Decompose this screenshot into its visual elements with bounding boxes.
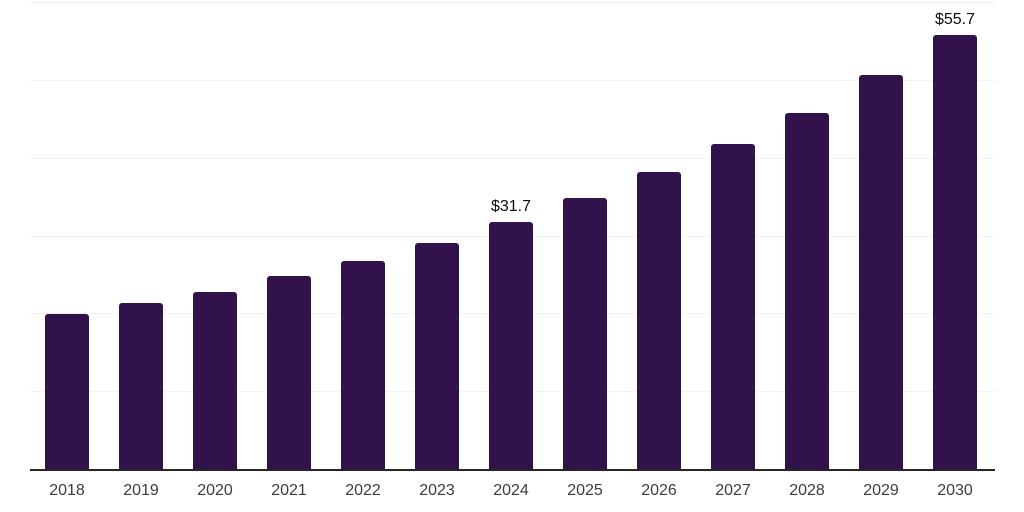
bar-2029[interactable] [859,75,903,469]
bar-2027[interactable] [711,144,755,469]
x-tick-2020: 2020 [197,482,233,499]
x-tick-2024: 2024 [493,482,529,499]
x-tick-2022: 2022 [345,482,381,499]
x-tick-2030: 2030 [937,482,973,499]
x-tick-2026: 2026 [641,482,677,499]
bar-2025[interactable] [563,198,607,469]
gridline-40 [30,157,995,159]
data-label-2024: $31.7 [490,198,532,216]
bar-2019[interactable] [119,303,163,469]
bar-2030[interactable] [933,35,977,469]
bar-2021[interactable] [267,275,311,469]
x-tick-2028: 2028 [789,482,825,499]
x-tick-2018: 2018 [49,482,85,499]
gridline-50 [30,79,995,81]
bar-2020[interactable] [193,291,237,469]
bar-2024[interactable] [489,222,533,469]
x-tick-2023: 2023 [419,482,455,499]
data-label-2030: $55.7 [934,11,976,29]
bar-2028[interactable] [785,113,829,469]
bar-2018[interactable] [45,314,89,469]
x-tick-2019: 2019 [123,482,159,499]
bar-2026[interactable] [637,172,681,469]
bar-2023[interactable] [415,242,459,469]
x-axis: 2018 2019 2020 2021 2022 2023 2024 2025 2026 2027… [30,482,995,504]
x-tick-2025: 2025 [567,482,603,499]
x-tick-2021: 2021 [271,482,307,499]
x-tick-2027: 2027 [715,482,751,499]
gridline-60 [30,2,995,3]
x-tick-2029: 2029 [863,482,899,499]
bar-2022[interactable] [341,261,385,469]
plot-area: $31.7 $55.7 [30,2,995,471]
